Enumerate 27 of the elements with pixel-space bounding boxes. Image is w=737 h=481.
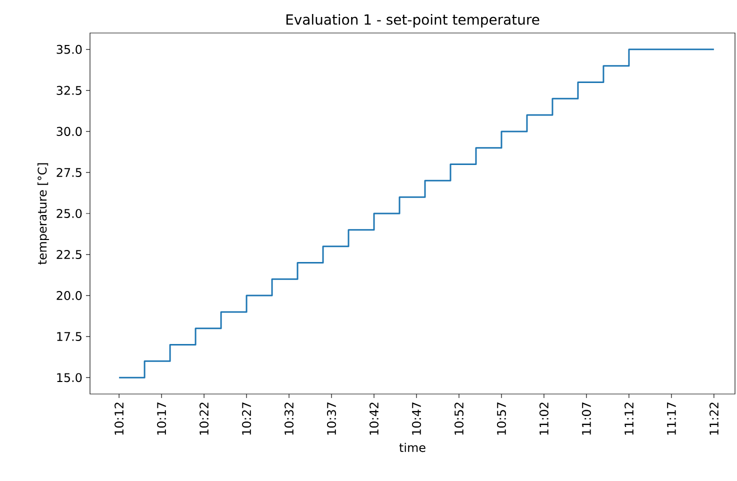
y-axis-title: temperature [°C] (37, 163, 50, 264)
y-tick-label: 15.0 (57, 373, 82, 382)
x-tick-label: 11:07 (582, 402, 591, 435)
x-tick-label: 11:17 (667, 402, 676, 435)
x-tick-label: 10:27 (242, 402, 252, 435)
y-tick-label: 17.5 (57, 332, 82, 342)
x-tick-label: 10:57 (496, 402, 506, 435)
x-tick-label: 10:47 (412, 402, 422, 435)
x-tick-label: 10:32 (284, 402, 294, 435)
y-tick-label: 32.5 (56, 86, 82, 95)
x-tick-label: 11:22 (709, 402, 718, 435)
y-tick-label: 35.0 (56, 44, 82, 54)
y-tick-label: 25.0 (56, 208, 82, 218)
x-tick-label: 10:12 (114, 402, 124, 435)
x-tick-label: 11:12 (624, 402, 634, 435)
x-tick-label: 10:42 (369, 402, 379, 435)
x-tick-label: 10:37 (326, 402, 336, 435)
x-axis-title: time (399, 442, 426, 452)
y-tick-label: 30.0 (56, 126, 82, 136)
x-tick-label: 10:52 (454, 402, 464, 435)
y-tick-label: 20.0 (56, 291, 82, 300)
x-tick-label: 10:17 (157, 402, 166, 435)
y-tick-label: 22.5 (56, 250, 82, 260)
y-tick-label: 27.5 (56, 168, 82, 177)
chart-title: Evaluation 1 - set-point temperature (286, 14, 540, 28)
x-tick-label: 10:22 (200, 402, 209, 435)
x-tick-label: 11:02 (539, 402, 548, 435)
